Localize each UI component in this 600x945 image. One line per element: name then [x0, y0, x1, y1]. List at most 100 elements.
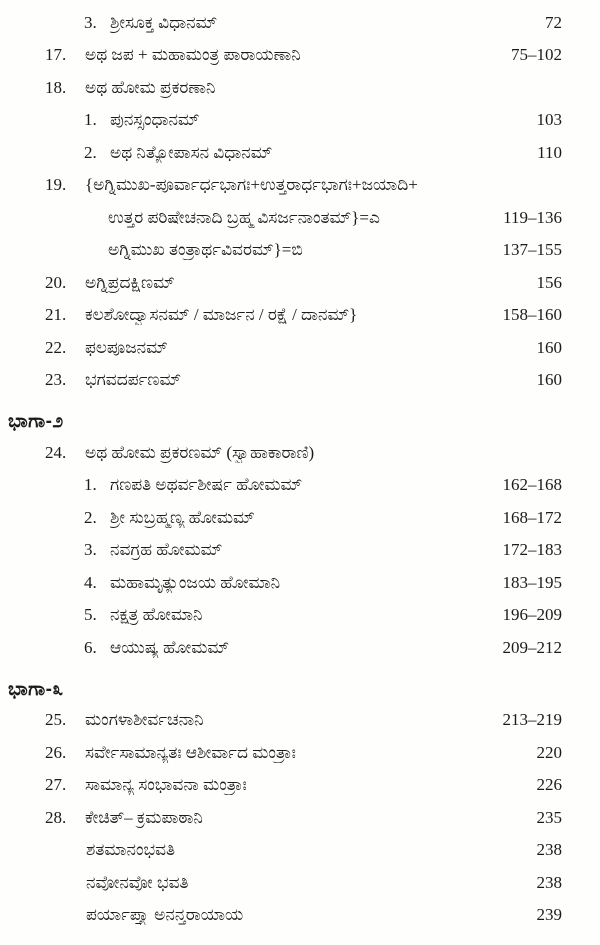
toc-row: ಅಗ್ನಿಮುಖ ತಂತ್ರಾರ್ಥವಿವರಮ್}=ಬಿ 137–155: [0, 235, 562, 268]
toc-entry-title: ಅಥ ನಿತ್ಯೋಪಾಸನ ವಿಧಾನಮ್: [110, 143, 273, 162]
toc-entry-title: ಸರ್ವೇಸಾಮಾನ್ಯತಃ ಆಶೀರ್ವಾದ ಮಂತ್ರಾಃ: [85, 743, 296, 762]
toc-entry-title: ಫಲಪೂಜನಮ್: [85, 338, 168, 357]
toc-entry-number: 22.: [45, 337, 67, 357]
toc-row: 1. ಪುನಸ್ಸಂಧಾನಮ್ 103: [0, 105, 562, 138]
toc-entry-number: 1.: [84, 110, 97, 130]
toc-entry-pages: 75–102: [511, 45, 562, 65]
toc-entry-pages: 239: [536, 905, 563, 925]
toc-row: 22. ಫಲಪೂಜನಮ್ 160: [0, 332, 562, 365]
toc-entry-number: 3.: [84, 12, 97, 32]
toc-row: 1. ಗಣಪತಿ ಅಥರ್ವಶೀರ್ಷ ಹೋಮಮ್ 162–168: [0, 470, 562, 503]
toc-row: ಶತಮಾನಂಭವತಿ 238: [0, 835, 562, 868]
toc-row: 2. ಅಥ ನಿತ್ಯೋಪಾಸನ ವಿಧಾನಮ್ 110: [0, 137, 562, 170]
toc-entry-number: 2.: [84, 142, 97, 162]
toc-row: 27. ಸಾಮಾನ್ಯ ಸಂಭಾವನಾ ಮಂತ್ರಾಃ 226: [0, 770, 562, 803]
toc-row: 24. ಅಥ ಹೋಮ ಪ್ರಕರಣಮ್ (ಸ್ವಾಹಾಕಾರಾಣಿ): [0, 437, 562, 470]
toc-row: 17. ಅಥ ಜಪ + ಮಹಾಮಂತ್ರ ಪಾರಾಯಣಾನಿ 75–102: [0, 40, 562, 73]
toc-part-heading: ಭಾಗಾ-೨: [0, 407, 562, 437]
toc-entry-title: ಶ್ರೀ ಸುಬ್ರಹ್ಮಣ್ಯ ಹೋಮಮ್: [110, 508, 255, 527]
toc-row: ಉತ್ತರ ಪರಿಷೇಚನಾದಿ ಬ್ರಹ್ಮ ವಿಸರ್ಜನಾಂತಮ್}=ಎ …: [0, 202, 562, 235]
toc-row: 6. ಆಯುಷ್ಯ ಹೋಮಮ್ 209–212: [0, 632, 562, 665]
toc-entry-pages: 119–136: [503, 207, 562, 227]
toc-row: 3. ನವಗ್ರಹ ಹೋಮಮ್ 172–183: [0, 535, 562, 568]
toc-entry-number: 21.: [45, 305, 67, 325]
toc-entry-number: 6.: [84, 637, 97, 657]
toc-row: 18. ಅಥ ಹೋಮ ಪ್ರಕರಣಾನಿ: [0, 72, 562, 105]
toc-entry-pages: 103: [536, 110, 563, 130]
toc-entry-pages: 235: [536, 807, 563, 827]
toc-entry-number: 18.: [45, 77, 67, 97]
toc-entry-title: ಅಥ ಜಪ + ಮಹಾಮಂತ್ರ ಪಾರಾಯಣಾನಿ: [85, 46, 301, 65]
toc-entry-pages: 162–168: [502, 475, 563, 495]
toc-entry-pages: 209–212: [502, 637, 563, 657]
toc-entry-title: ಪರ್ಯಾಪ್ತ್ಯಾ ಅನನ್ತರಾಯಾಯ: [86, 906, 244, 925]
toc-entry-number: 28.: [45, 807, 67, 827]
toc-entry-pages: 72: [545, 12, 562, 32]
toc-entry-pages: 196–209: [502, 605, 563, 625]
toc-entry-number: 17.: [45, 45, 67, 65]
toc-entry-title: ಅಥ ಹೋಮ ಪ್ರಕರಣಮ್ (ಸ್ವಾಹಾಕಾರಾಣಿ): [85, 443, 315, 462]
toc-row: 4. ಮಹಾಮೃತ್ಯುಂಜಯ ಹೋಮಾನಿ 183–195: [0, 567, 562, 600]
toc-entry-title: ನಕ್ಷತ್ರ ಹೋಮಾನಿ: [110, 606, 203, 625]
toc-entry-number: 19.: [45, 175, 67, 195]
toc-row: 23. ಭಗವದರ್ಪಣಮ್ 160: [0, 365, 562, 398]
toc-entry-pages: 160: [536, 370, 563, 390]
toc-entry-number: 25.: [45, 710, 67, 730]
toc-row: 25. ಮಂಗಳಾಶೀರ್ವಚನಾನಿ 213–219: [0, 705, 562, 738]
toc-part-heading: ಭಾಗಾ-೩: [0, 675, 562, 705]
toc-entry-pages: 158–160: [502, 305, 563, 325]
toc-entry-title: ನವಗ್ರಹ ಹೋಮಮ್: [110, 541, 223, 560]
toc-entry-number: 5.: [84, 605, 97, 625]
toc-entry-title: ಅಥ ಹೋಮ ಪ್ರಕರಣಾನಿ: [85, 78, 216, 97]
toc-entry-number: 24.: [45, 442, 67, 462]
toc-entry-pages: 213–219: [502, 710, 563, 730]
toc-entry-pages: 220: [536, 742, 563, 762]
toc-entry-pages: 137–155: [502, 240, 563, 260]
toc-entry-number: 1.: [84, 475, 97, 495]
toc-entry-title: ಭಗವದರ್ಪಣಮ್: [85, 371, 182, 390]
toc-entry-pages: 172–183: [502, 540, 563, 560]
toc-entry-title: ಉತ್ತರ ಪರಿಷೇಚನಾದಿ ಬ್ರಹ್ಮ ವಿಸರ್ಜನಾಂತಮ್}=ಎ: [108, 208, 380, 227]
toc-entry-pages: 226: [536, 775, 563, 795]
toc-row: 19. {ಅಗ್ನಿಮುಖ-ಪೂರ್ವಾರ್ಧಭಾಗಃ+ಉತ್ತರಾರ್ಧಭಾಗ…: [0, 170, 562, 203]
toc-entry-title: ಅಗ್ನಿಮುಖ ತಂತ್ರಾರ್ಥವಿವರಮ್}=ಬಿ: [108, 241, 303, 260]
toc-entry-title: ಗಣಪತಿ ಅಥರ್ವಶೀರ್ಷ ಹೋಮಮ್: [110, 476, 303, 495]
toc-entry-title: ನವೋನವೋ ಭವತಿ: [86, 873, 189, 892]
toc-row: ಪರ್ಯಾಪ್ತ್ಯಾ ಅನನ್ತರಾಯಾಯ 239: [0, 900, 562, 933]
toc-entry-pages: 110: [537, 142, 562, 162]
toc-entry-title: ಸಾಮಾನ್ಯ ಸಂಭಾವನಾ ಮಂತ್ರಾಃ: [85, 776, 247, 795]
toc-row: 2. ಶ್ರೀ ಸುಬ್ರಹ್ಮಣ್ಯ ಹೋಮಮ್ 168–172: [0, 502, 562, 535]
toc-entry-pages: 156: [536, 272, 563, 292]
toc-entry-number: 4.: [84, 572, 97, 592]
toc-row: ನವೋನವೋ ಭವತಿ 238: [0, 867, 562, 900]
toc-entry-number: 20.: [45, 272, 67, 292]
toc-entry-title: ಪುನಸ್ಸಂಧಾನಮ್: [110, 111, 200, 130]
toc-entry-title: ಕೇಚಿತ್– ಕ್ರಮಪಾಠಾನಿ: [85, 808, 203, 827]
toc-entry-number: 3.: [84, 540, 97, 560]
toc-row: 26. ಸರ್ವೇಸಾಮಾನ್ಯತಃ ಆಶೀರ್ವಾದ ಮಂತ್ರಾಃ 220: [0, 737, 562, 770]
toc-entry-title: ಮಂಗಳಾಶೀರ್ವಚನಾನಿ: [85, 711, 204, 730]
toc-row: 5. ನಕ್ಷತ್ರ ಹೋಮಾನಿ 196–209: [0, 600, 562, 633]
toc-entry-pages: 160: [536, 337, 563, 357]
toc-row: 21. ಕಲಶೋದ್ವಾಸನಮ್ / ಮಾರ್ಜನ / ರಕ್ಷೆ / ದಾನಮ…: [0, 300, 562, 333]
toc-entry-pages: 238: [536, 872, 563, 892]
toc-entry-number: 26.: [45, 742, 67, 762]
toc-entry-title: ಶತಮಾನಂಭವತಿ: [86, 841, 176, 860]
toc-entry-pages: 168–172: [502, 507, 563, 527]
toc-entry-title: ಮಹಾಮೃತ್ಯುಂಜಯ ಹೋಮಾನಿ: [110, 573, 281, 592]
toc-entry-number: 23.: [45, 370, 67, 390]
toc-entry-pages: 238: [536, 840, 563, 860]
toc-entry-title: {ಅಗ್ನಿಮುಖ-ಪೂರ್ವಾರ್ಧಭಾಗಃ+ಉತ್ತರಾರ್ಧಭಾಗಃ+ಜಯ…: [85, 176, 418, 195]
toc-entry-title: ಆಯುಷ್ಯ ಹೋಮಮ್: [110, 638, 230, 657]
toc-entry-number: 27.: [45, 775, 67, 795]
toc-entry-pages: 183–195: [502, 572, 563, 592]
toc-part-heading-label: ಭಾಗಾ-೩: [8, 678, 64, 700]
toc-entry-title: ಕಲಶೋದ್ವಾಸನಮ್ / ಮಾರ್ಜನ / ರಕ್ಷೆ / ದಾನಮ್}: [85, 306, 358, 325]
toc-entry-title: ಶ್ರೀಸೂಕ್ತ ವಿಧಾನಮ್: [110, 13, 218, 32]
toc-row: 3. ಶ್ರೀಸೂಕ್ತ ವಿಧಾನಮ್ 72: [0, 7, 562, 40]
toc-row: 28. ಕೇಚಿತ್– ಕ್ರಮಪಾಠಾನಿ 235: [0, 802, 562, 835]
toc-entry-title: ಅಗ್ನಿಪ್ರದಕ್ಷಿಣಮ್: [85, 273, 175, 292]
toc-row: 20. ಅಗ್ನಿಪ್ರದಕ್ಷಿಣಮ್ 156: [0, 267, 562, 300]
